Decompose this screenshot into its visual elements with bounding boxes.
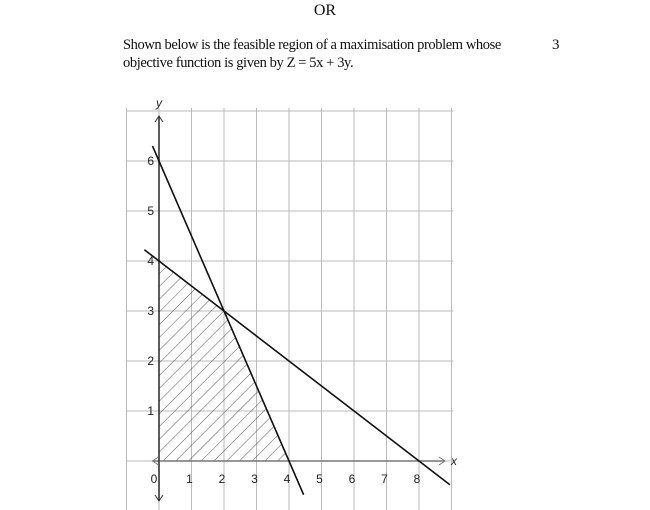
- constraint-lines: [143, 145, 451, 496]
- y-axis-arrow-icon: [154, 115, 164, 123]
- x-axis-arrow-icon: [438, 456, 446, 466]
- tick-labels: 0 1 2 3 4 5 6 7 8 1 2 3 4 5 6: [147, 154, 420, 486]
- constraint-line: [151, 145, 305, 496]
- x-tick-label: 6: [349, 472, 356, 486]
- x-axis-arrow-left-icon: [151, 456, 159, 466]
- or-heading: OR: [313, 2, 337, 19]
- feasible-region: [159, 261, 289, 461]
- y-tick-label: 3: [147, 304, 154, 318]
- y-tick-label: 4: [147, 254, 154, 268]
- y-tick-label: 2: [147, 354, 154, 368]
- x-tick-label: 3: [251, 472, 258, 486]
- marks-label: 3: [552, 37, 560, 53]
- question-line-1: Shown below is the feasible region of a …: [123, 37, 501, 53]
- y-tick-label: 5: [147, 204, 154, 218]
- constraint-line: [143, 249, 451, 486]
- y-tick-label: 1: [147, 404, 154, 418]
- y-axis-arrow-down-icon: [154, 494, 164, 502]
- x-tick-label: 8: [414, 472, 421, 486]
- x-tick-label: 4: [284, 472, 291, 486]
- x-tick-label: 5: [316, 472, 323, 486]
- y-axis-label: y: [155, 96, 163, 110]
- x-tick-label: 0: [151, 472, 158, 486]
- x-tick-label: 7: [381, 472, 388, 486]
- question-line-2: objective function is given by Z = 5x + …: [123, 55, 354, 71]
- x-axis-label: x: [450, 454, 458, 468]
- x-tick-label: 1: [186, 472, 193, 486]
- y-tick-label: 6: [147, 154, 154, 168]
- question-text: Shown below is the feasible region of a …: [123, 36, 503, 72]
- axes: [151, 115, 446, 502]
- x-tick-label: 2: [219, 472, 226, 486]
